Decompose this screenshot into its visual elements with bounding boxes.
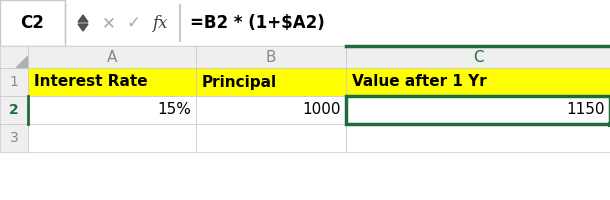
Bar — [196, 46, 346, 68]
Bar — [196, 68, 346, 96]
Text: Interest Rate: Interest Rate — [34, 74, 148, 90]
Bar — [0, 46, 28, 68]
Text: fx: fx — [152, 15, 168, 31]
Bar — [0, 68, 28, 96]
Text: A: A — [107, 49, 117, 64]
Text: 1000: 1000 — [303, 102, 341, 117]
Polygon shape — [16, 56, 27, 67]
Text: 15%: 15% — [157, 102, 191, 117]
Bar — [608, 121, 610, 127]
Bar — [0, 46, 610, 200]
Text: 2: 2 — [9, 103, 19, 117]
Bar — [346, 124, 610, 152]
Bar — [346, 68, 610, 96]
Text: C: C — [473, 49, 483, 64]
Bar — [196, 96, 346, 124]
Text: B: B — [266, 49, 276, 64]
Bar — [346, 96, 610, 124]
Bar — [346, 96, 610, 124]
Text: =B2 * (1+$A2): =B2 * (1+$A2) — [190, 14, 325, 32]
Text: 1150: 1150 — [567, 102, 605, 117]
Text: 1: 1 — [10, 75, 18, 89]
Bar — [346, 46, 610, 68]
Bar — [28, 46, 196, 68]
Text: ✓: ✓ — [126, 14, 140, 32]
Bar — [0, 124, 28, 152]
Text: Value after 1 Yr: Value after 1 Yr — [352, 74, 487, 90]
Bar — [0, 96, 28, 124]
Bar — [28, 124, 196, 152]
Text: Principal: Principal — [202, 74, 277, 90]
Bar — [196, 124, 346, 152]
Text: C2: C2 — [21, 14, 45, 32]
Bar — [28, 68, 196, 96]
Text: 1150: 1150 — [567, 102, 605, 117]
Text: 3: 3 — [10, 131, 18, 145]
Polygon shape — [78, 15, 88, 22]
Polygon shape — [78, 24, 88, 31]
Text: ✕: ✕ — [102, 14, 116, 32]
Bar — [0, 0, 65, 46]
Bar — [28, 96, 196, 124]
Bar — [0, 0, 610, 46]
